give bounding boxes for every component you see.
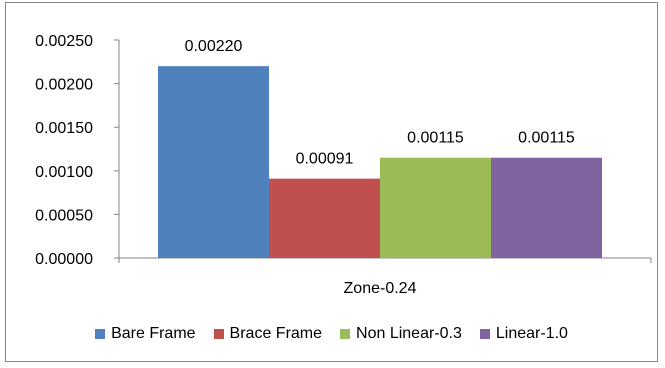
bar-non-linear-0-3 [380,157,491,258]
legend-item: Linear-1.0 [479,325,568,343]
legend-label: Bare Frame [111,325,196,342]
x-category-label: Zone-0.24 [344,280,417,297]
legend-swatch [479,329,490,339]
y-tick-label: 0.00200 [35,77,93,94]
legend-swatch [213,329,224,339]
data-label: 0.00220 [185,38,243,55]
y-tick-label: 0.00050 [35,207,93,224]
bar-bare-frame [158,66,269,258]
y-tick-label: 0.00150 [35,120,93,137]
legend-label: Linear-1.0 [495,325,568,342]
legend-label: Brace Frame [229,325,323,342]
legend-label: Non Linear-0.3 [356,325,462,342]
legend-item: Bare Frame [95,325,196,343]
legend-swatch [95,329,106,339]
bar-linear-1-0 [491,157,602,258]
legend-swatch [340,329,351,339]
y-tick-label: 0.00000 [35,251,93,268]
chart-bars [158,66,602,258]
y-tick-label: 0.00100 [35,164,93,181]
bar-chart: 0.00000 0.00050 0.00100 0.00150 0.00200 0.002… [35,33,652,297]
chart-legend: Bare Frame Brace Frame Non Linear-0.3 Linea… [6,325,657,343]
data-label: 0.00091 [296,151,354,168]
chart-data-labels: 0.00220 0.00091 0.00115 0.00115 [185,38,575,167]
chart-axes: 0.00000 0.00050 0.00100 0.00150 0.00200 0.002… [35,33,652,297]
data-label: 0.00115 [518,130,575,147]
data-label: 0.00115 [407,130,464,147]
y-tick-label: 0.00250 [35,33,93,50]
chart-frame: 0.00000 0.00050 0.00100 0.00150 0.00200 0.002… [5,2,658,362]
legend-item: Brace Frame [213,325,323,343]
bar-brace-frame [269,178,380,258]
legend-item: Non Linear-0.3 [340,325,462,343]
